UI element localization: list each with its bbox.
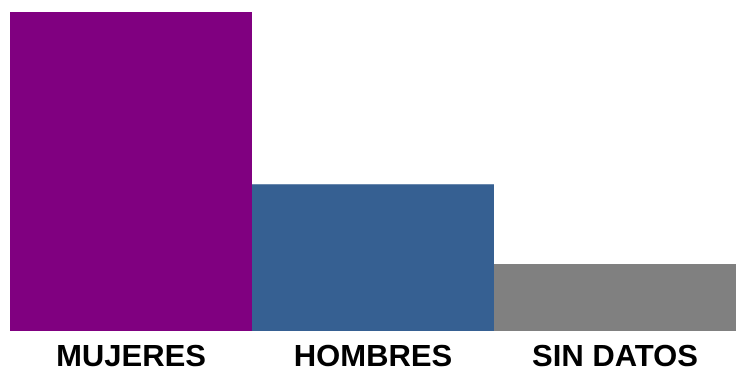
bar-hombres: [252, 184, 494, 331]
category-labels: MUJERES HOMBRES SIN DATOS: [56, 338, 698, 369]
category-label-hombres: HOMBRES: [294, 338, 452, 369]
category-label-sin-datos: SIN DATOS: [532, 338, 698, 369]
bar-sin-datos: [494, 264, 736, 331]
bars-group: [10, 12, 736, 331]
bar-mujeres: [10, 12, 252, 331]
category-label-mujeres: MUJERES: [56, 338, 206, 369]
